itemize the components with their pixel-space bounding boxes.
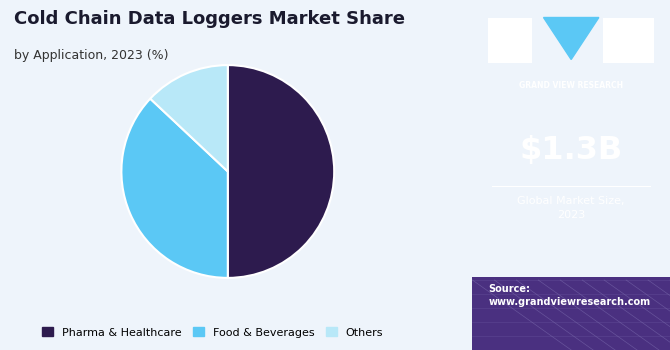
Wedge shape	[150, 65, 228, 172]
Text: by Application, 2023 (%): by Application, 2023 (%)	[14, 49, 169, 62]
Polygon shape	[543, 18, 599, 60]
Text: Cold Chain Data Loggers Market Share: Cold Chain Data Loggers Market Share	[14, 10, 405, 28]
FancyBboxPatch shape	[603, 18, 654, 63]
Wedge shape	[121, 99, 228, 278]
Text: Global Market Size,
2023: Global Market Size, 2023	[517, 196, 625, 220]
Text: GRAND VIEW RESEARCH: GRAND VIEW RESEARCH	[519, 80, 623, 90]
Legend: Pharma & Healthcare, Food & Beverages, Others: Pharma & Healthcare, Food & Beverages, O…	[39, 324, 387, 341]
Wedge shape	[228, 65, 334, 278]
Text: $1.3B: $1.3B	[519, 135, 623, 166]
FancyBboxPatch shape	[488, 18, 532, 63]
Text: Source:
www.grandviewresearch.com: Source: www.grandviewresearch.com	[488, 284, 651, 307]
FancyBboxPatch shape	[472, 276, 670, 350]
